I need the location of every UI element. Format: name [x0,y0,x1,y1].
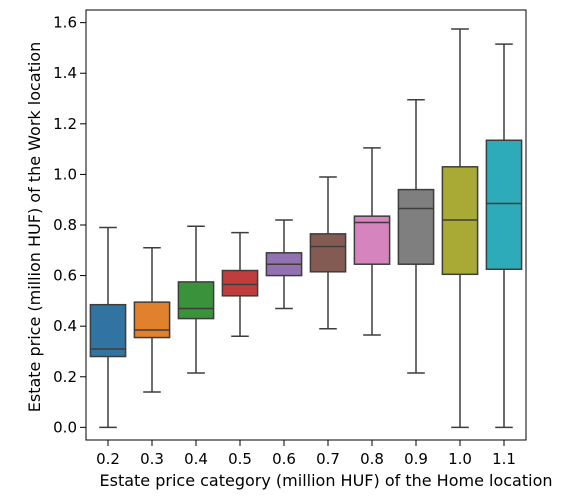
x-tick-label: 0.5 [228,450,252,468]
box [133,301,171,339]
plot-area [89,28,523,429]
y-tick-label: 0.4 [53,317,77,335]
box-group [353,147,391,336]
x-tick-label: 1.0 [448,450,472,468]
box-group [397,99,435,374]
box-group [89,226,127,429]
x-tick-label: 0.6 [272,450,296,468]
y-tick-label: 0.6 [53,267,77,285]
x-tick-label: 0.4 [184,450,208,468]
x-axis-label: Estate price category (million HUF) of t… [100,471,553,490]
box [89,303,127,358]
box [397,188,435,265]
y-tick-label: 1.4 [53,64,77,82]
y-tick-label: 1.6 [53,14,77,32]
x-tick-label: 1.1 [492,450,516,468]
y-axis-label: Estate price (million HUF) of the Work l… [25,42,44,412]
plot-frame [85,9,527,441]
x-tick-label: 0.8 [360,450,384,468]
x-axis-ticks: 0.2 0.3 0.4 0.5 0.6 0.7 0.8 0.9 1.0 1.1 [96,440,516,468]
box [353,215,391,265]
box-group [441,28,479,429]
y-tick-label: 0.8 [53,216,77,234]
y-tick-label: 0.0 [53,418,77,436]
y-axis-ticks: 0.0 0.2 0.4 0.6 0.8 1.0 1.2 1.4 1.6 [53,14,86,436]
box-group [221,231,259,338]
y-tick-label: 0.2 [53,368,77,386]
box-group [265,219,303,310]
box-group [177,225,215,374]
x-tick-label: 0.7 [316,450,340,468]
x-tick-label: 0.2 [96,450,120,468]
box [221,269,259,297]
y-tick-label: 1.2 [53,115,77,133]
box [309,233,347,273]
box [177,281,215,320]
box-group [485,43,523,429]
box-group [133,247,171,393]
box [485,139,523,271]
x-tick-label: 0.9 [404,450,428,468]
box-group [309,176,347,330]
x-tick-label: 0.3 [140,450,164,468]
y-tick-label: 1.0 [53,165,77,183]
